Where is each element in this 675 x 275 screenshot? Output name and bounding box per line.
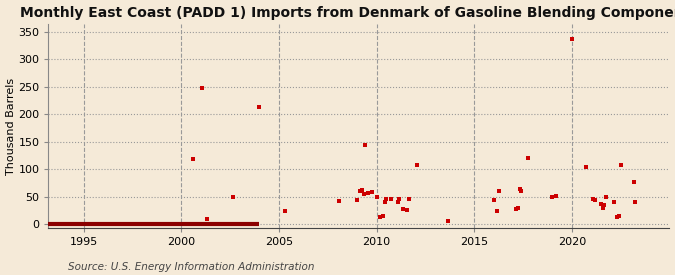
Point <box>367 190 377 194</box>
Title: Monthly East Coast (PADD 1) Imports from Denmark of Gasoline Blending Components: Monthly East Coast (PADD 1) Imports from… <box>20 6 675 20</box>
Point <box>630 200 641 204</box>
Point <box>599 203 610 207</box>
Point <box>358 192 369 196</box>
Point <box>491 209 502 213</box>
Point <box>187 156 198 161</box>
Point <box>360 143 371 148</box>
Point <box>612 215 623 220</box>
Point <box>394 197 405 202</box>
Point <box>381 197 392 201</box>
Point <box>375 215 385 220</box>
Point <box>402 208 413 213</box>
Point <box>397 207 408 211</box>
Point <box>356 188 367 192</box>
Point <box>443 219 454 224</box>
Point <box>615 163 626 167</box>
Point <box>614 214 624 218</box>
Point <box>392 200 403 204</box>
Point <box>202 216 213 221</box>
Point <box>404 197 414 202</box>
Point <box>516 189 526 193</box>
Point <box>609 200 620 204</box>
Point <box>488 198 499 202</box>
Point <box>228 195 239 199</box>
Point <box>355 189 366 193</box>
Point <box>513 205 524 210</box>
Point <box>522 156 533 160</box>
Point <box>379 200 390 204</box>
Point <box>601 194 612 199</box>
Point <box>511 207 522 211</box>
Y-axis label: Thousand Barrels: Thousand Barrels <box>5 77 16 175</box>
Point <box>352 198 362 202</box>
Point <box>589 198 600 203</box>
Point <box>514 187 525 192</box>
Point <box>333 199 344 203</box>
Point <box>566 37 577 42</box>
Point <box>550 194 561 198</box>
Point <box>371 194 382 199</box>
Point <box>597 205 608 210</box>
Point <box>628 180 639 185</box>
Point <box>363 191 374 195</box>
Point <box>587 197 598 201</box>
Point <box>280 209 291 214</box>
Point <box>377 214 388 219</box>
Text: Source: U.S. Energy Information Administration: Source: U.S. Energy Information Administ… <box>68 262 314 272</box>
Point <box>493 188 504 193</box>
Point <box>412 163 423 167</box>
Point <box>386 197 397 202</box>
Point <box>197 86 208 90</box>
Point <box>547 195 558 199</box>
Point <box>596 202 607 206</box>
Point <box>254 105 265 109</box>
Point <box>581 165 592 169</box>
